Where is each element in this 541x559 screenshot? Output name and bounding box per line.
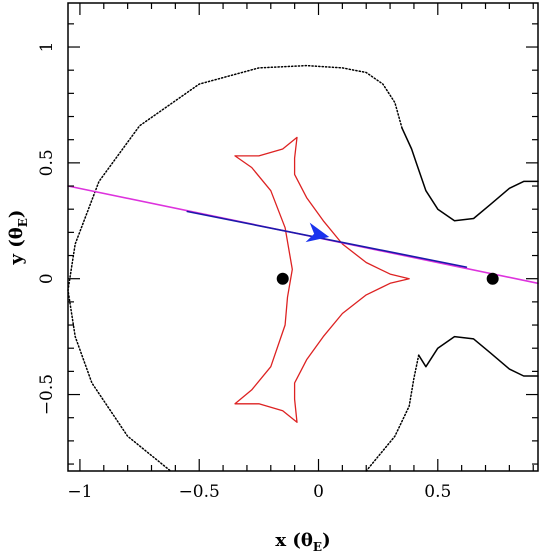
x-tick-label-2: 0 <box>313 482 324 502</box>
y-tick-label-3: 1 <box>37 42 57 53</box>
lens-point-0 <box>276 272 289 285</box>
critical-curve-inner-line-2 <box>401 127 539 222</box>
y-axis-label: y (θE) <box>6 210 30 266</box>
critical-curve-line-0 <box>67 64 403 472</box>
y-tick-label-1: 0 <box>37 273 57 284</box>
plot-frame <box>67 2 539 472</box>
y-tick-label-2: 0.5 <box>37 149 57 176</box>
caustic-line-4 <box>234 136 410 423</box>
ticks-layer: −1 −0.5 0 0.5 −0.5 0 0.5 1 <box>37 3 538 502</box>
trajectory-past-line-6 <box>186 210 468 268</box>
x-tick-label-1: −0.5 <box>179 482 220 502</box>
markers-layer <box>276 222 499 285</box>
y-tick-label-0: −0.5 <box>37 374 57 415</box>
x-tick-label-3: 0.5 <box>424 482 451 502</box>
critical-curve-inner-line-3 <box>417 335 539 377</box>
x-tick-label-0: −1 <box>67 482 92 502</box>
curves-layer <box>67 64 539 472</box>
critical-curve-line-1 <box>365 354 420 472</box>
lens-point-1 <box>486 272 499 285</box>
source-direction-arrow <box>305 222 330 243</box>
x-axis-label: x (θE) <box>275 530 330 554</box>
